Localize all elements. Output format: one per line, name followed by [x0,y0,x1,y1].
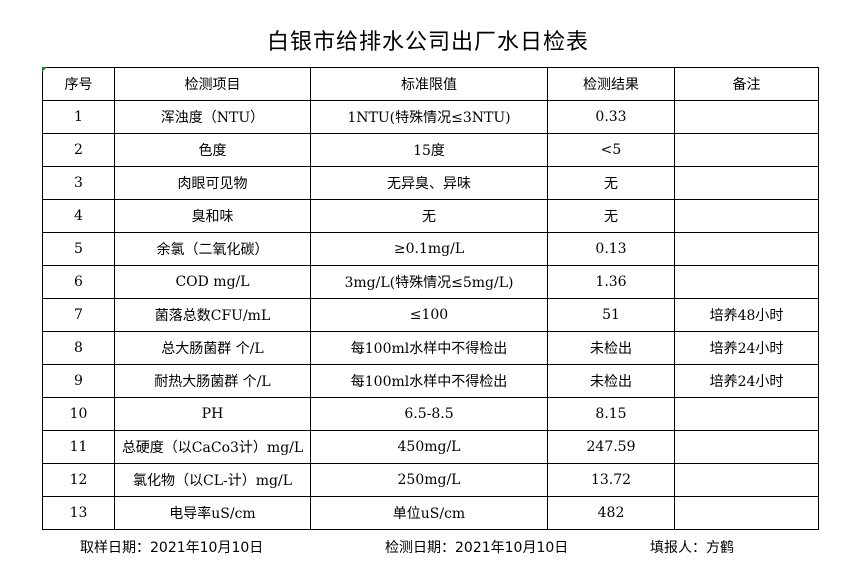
test-date: 检测日期：2021年10月10日 [385,540,569,556]
table-cell[interactable]: 3 [42,166,115,200]
table-cell[interactable]: 4 [42,199,115,233]
table-cell[interactable]: 8.15 [547,397,675,431]
table-row: 3 肉眼可见物 无异臭、异味无 [42,166,819,200]
table-cell[interactable] [674,265,819,299]
table-cell[interactable]: 电导率uS/cm [114,496,311,530]
table-row: 9 耐热大肠菌群 个/L 每100ml水样中不得检出 未检出 培养24小时 [42,364,819,398]
table-cell[interactable]: COD mg/L [114,265,311,299]
table-cell[interactable]: 未检出 [547,364,675,398]
table-cell[interactable]: 2 [42,133,115,167]
table-cell[interactable]: 1NTU(特殊情况≤3NTU) [310,100,548,134]
table-cell[interactable]: 培养24小时 [674,331,819,365]
table-row: 5 余氯（二氧化碳） ≥0.1mg/L 0.13 [42,232,819,266]
table-cell[interactable] [674,496,819,530]
table-cell[interactable]: 7 [42,298,115,332]
table-cell[interactable]: 1.36 [547,265,675,299]
header-row: 序号 检测项目 标准限值 检测结果 备注 [42,67,819,101]
table-row: 10 PH 6.5-8.5 8.15 [42,397,819,431]
table-cell[interactable]: 单位uS/cm [310,496,548,530]
table-cell[interactable]: 9 [42,364,115,398]
table-cell[interactable]: 1 [42,100,115,134]
table-cell[interactable]: 13 [42,496,115,530]
table-cell[interactable]: 12 [42,463,115,497]
table-cell[interactable]: 482 [547,496,675,530]
table-cell[interactable]: 肉眼可见物 [114,166,311,200]
table-cell[interactable]: 10 [42,397,115,431]
header-cell[interactable]: 检测结果 [547,67,675,101]
inspection-table: 序号 检测项目 标准限值 检测结果 备注 1 浑浊度（NTU） 1NTU(特殊情况≤… [42,67,819,530]
table-cell[interactable]: 氯化物（以CL-计）mg/L [114,463,311,497]
header-cell[interactable]: 检测项目 [114,67,311,101]
table-cell[interactable]: 250mg/L [310,463,548,497]
header-cell[interactable]: 标准限值 [310,67,548,101]
table-cell[interactable]: 247.59 [547,430,675,464]
table-cell[interactable]: 浑浊度（NTU） [114,100,311,134]
table-cell[interactable] [674,100,819,134]
table-cell[interactable]: 菌落总数CFU/mL [114,298,311,332]
table-cell[interactable]: 0.33 [547,100,675,134]
table-cell[interactable]: 11 [42,430,115,464]
table-cell[interactable]: 6.5-8.5 [310,397,548,431]
table-cell[interactable]: 13.72 [547,463,675,497]
table-row: 8 总大肠菌群 个/L 每100ml水样中不得检出 未检出 培养24小时 [42,331,819,365]
table-cell[interactable]: ≥0.1mg/L [310,232,548,266]
table-row: 4 臭和味无无 [42,199,819,233]
table-cell[interactable]: 0.13 [547,232,675,266]
table-row: 2 色度 15度 <5 [42,133,819,167]
table-row: 7 菌落总数CFU/mL ≤100 51 培养48小时 [42,298,819,332]
table-cell[interactable]: 5 [42,232,115,266]
table-cell[interactable]: 总大肠菌群 个/L [114,331,311,365]
table-row: 11 总硬度（以CaCo3计）mg/L 450mg/L 247.59 [42,430,819,464]
table-cell[interactable]: PH [114,397,311,431]
table-cell[interactable] [674,397,819,431]
table-cell[interactable]: <5 [547,133,675,167]
sampling-date: 取样日期：2021年10月10日 [80,540,264,556]
table-cell[interactable]: 培养48小时 [674,298,819,332]
table-cell[interactable]: 15度 [310,133,548,167]
table-cell[interactable]: ≤100 [310,298,548,332]
table-cell[interactable]: 每100ml水样中不得检出 [310,331,548,365]
table-cell[interactable] [674,133,819,167]
table-cell[interactable]: 51 [547,298,675,332]
table-cell[interactable] [674,463,819,497]
cell-selection-marker [42,67,47,72]
table-cell[interactable]: 无异臭、异味 [310,166,548,200]
table-cell[interactable]: 未检出 [547,331,675,365]
table-cell[interactable]: 培养24小时 [674,364,819,398]
table-cell[interactable] [674,199,819,233]
table-cell[interactable]: 8 [42,331,115,365]
table-cell[interactable]: 臭和味 [114,199,311,233]
table-cell[interactable] [674,166,819,200]
header-cell[interactable]: 序号 [42,67,115,101]
table-cell[interactable]: 6 [42,265,115,299]
table-cell[interactable] [674,232,819,266]
table-row: 6 COD mg/L 3mg/L(特殊情况≤5mg/L) 1.36 [42,265,819,299]
table-row: 13 电导率uS/cm 单位uS/cm 482 [42,496,819,530]
table-cell[interactable]: 总硬度（以CaCo3计）mg/L [114,430,311,464]
table-cell[interactable]: 450mg/L [310,430,548,464]
header-cell[interactable]: 备注 [674,67,819,101]
table-cell[interactable] [674,430,819,464]
reporter: 填报人：方鹤 [650,540,734,556]
table-cell[interactable]: 无 [547,199,675,233]
table-row: 12 氯化物（以CL-计）mg/L 250mg/L 13.72 [42,463,819,497]
table-cell[interactable]: 无 [310,199,548,233]
table-cell[interactable]: 3mg/L(特殊情况≤5mg/L) [310,265,548,299]
table-cell[interactable]: 每100ml水样中不得检出 [310,364,548,398]
table-cell[interactable]: 色度 [114,133,311,167]
page-title: 白银市给排水公司出厂水日检表 [266,30,589,55]
table-row: 1 浑浊度（NTU） 1NTU(特殊情况≤3NTU) 0.33 [42,100,819,134]
table-cell[interactable]: 无 [547,166,675,200]
table-cell[interactable]: 耐热大肠菌群 个/L [114,364,311,398]
table-cell[interactable]: 余氯（二氧化碳） [114,232,311,266]
